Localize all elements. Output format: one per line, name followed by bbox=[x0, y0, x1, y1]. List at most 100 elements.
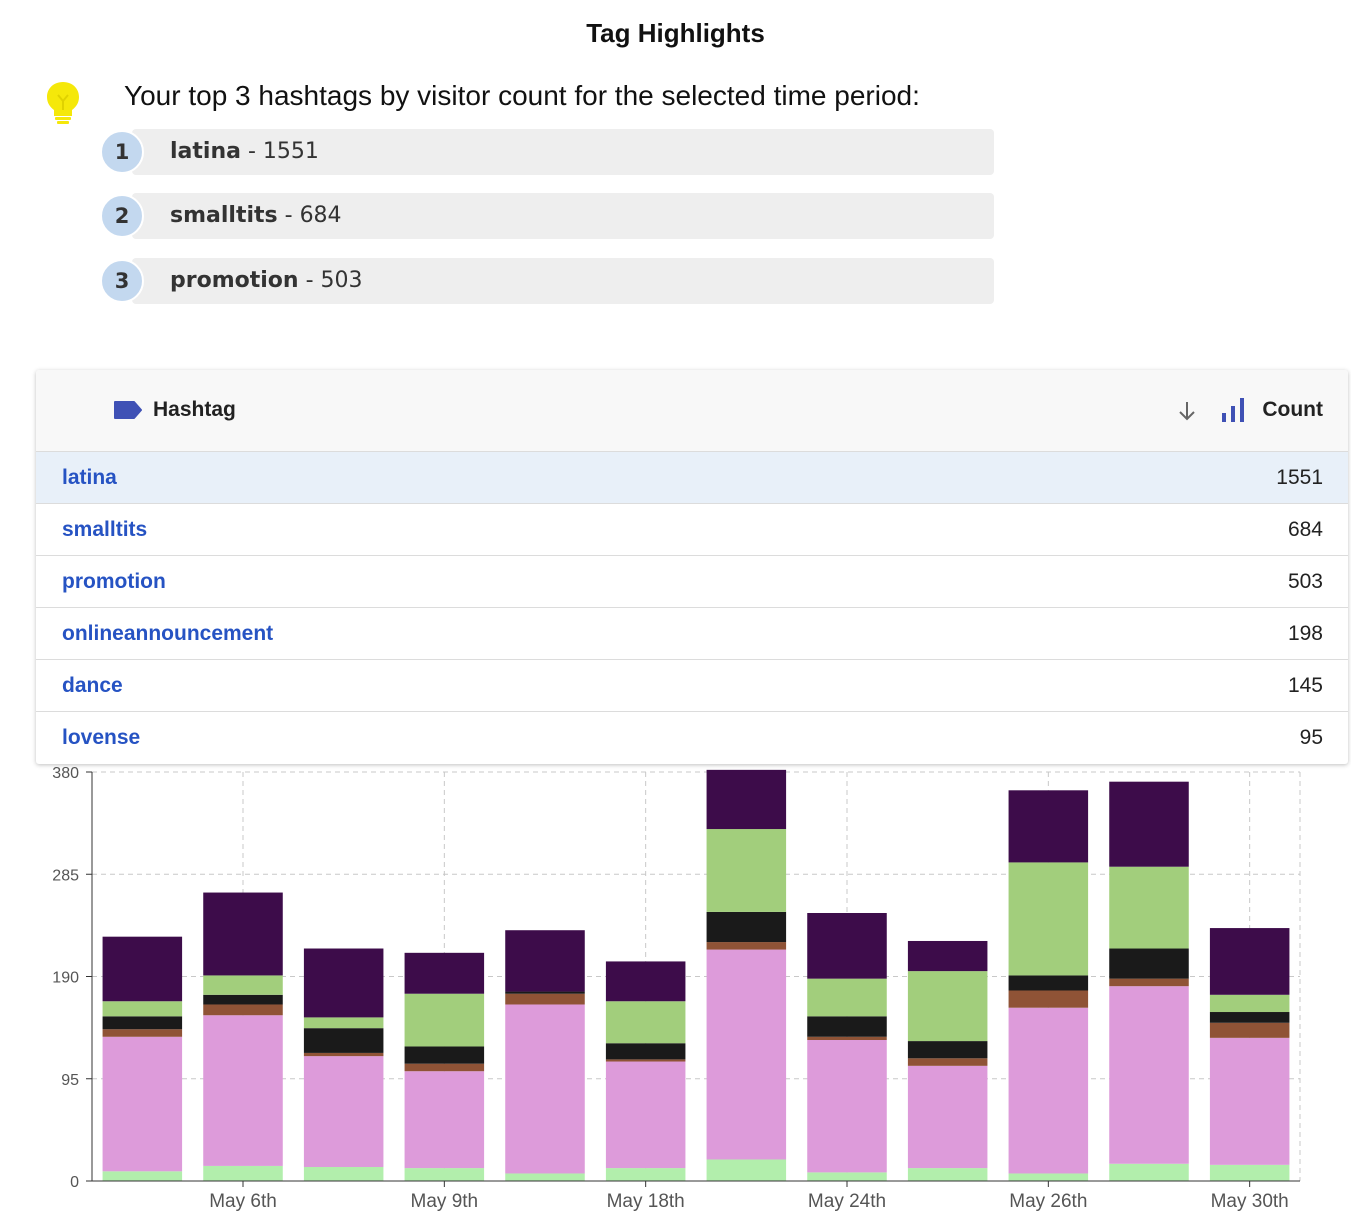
tag-icon bbox=[114, 401, 142, 419]
rank-text: smalltits - 684 bbox=[170, 203, 342, 228]
bar-segment bbox=[807, 1040, 887, 1173]
y-tick-label: 95 bbox=[61, 1072, 79, 1089]
bar-segment bbox=[807, 1036, 887, 1041]
top-hashtag-3: 3 promotion - 503 bbox=[100, 258, 994, 304]
bar-segment bbox=[1109, 978, 1189, 987]
bar-segment bbox=[605, 961, 686, 1002]
lightbulb-icon bbox=[47, 82, 79, 124]
bar-segment bbox=[1109, 781, 1189, 867]
rank-count: 684 bbox=[299, 203, 342, 228]
hashtag-count: 198 bbox=[1287, 622, 1323, 645]
rank-bar bbox=[132, 129, 994, 175]
rank-badge: 3 bbox=[100, 259, 144, 303]
rank-hashtag: promotion bbox=[170, 268, 299, 293]
bar-segment bbox=[1209, 1037, 1290, 1165]
bar-segment bbox=[807, 1172, 887, 1181]
bar-segment bbox=[102, 936, 183, 1002]
x-tick-label: May 18th bbox=[607, 1191, 685, 1212]
top-hashtag-1: 1 latina - 1551 bbox=[100, 129, 994, 175]
bar-segment bbox=[404, 1168, 485, 1181]
bar-segment bbox=[303, 948, 384, 1018]
rank-count: 503 bbox=[320, 268, 363, 293]
hashtag-table: Hashtag Count latina 1551 smalltits 684 … bbox=[36, 370, 1348, 764]
rank-hashtag: smalltits bbox=[170, 203, 278, 228]
bar-segment bbox=[605, 1168, 686, 1181]
bar-segment bbox=[706, 1159, 787, 1181]
bar-segment bbox=[907, 1058, 988, 1066]
bar-segment bbox=[303, 1052, 384, 1057]
table-row[interactable]: smalltits 684 bbox=[36, 504, 1348, 556]
bar-segment bbox=[907, 940, 988, 972]
table-row[interactable]: onlineannouncement 198 bbox=[36, 608, 1348, 660]
bar-segment bbox=[203, 1165, 283, 1181]
rank-bar bbox=[132, 193, 994, 239]
sort-descending-icon[interactable] bbox=[1176, 399, 1198, 423]
bar-segment bbox=[505, 993, 585, 1005]
stacked-bar-chart: 0 95 190 285 380 May 6th May 9th May 18th May 24… bbox=[52, 765, 1301, 1212]
bar-segment bbox=[1209, 1164, 1290, 1181]
page-title: Tag Highlights bbox=[586, 18, 765, 48]
bar-segment bbox=[706, 829, 787, 912]
rank-badge: 2 bbox=[100, 194, 144, 238]
bar-segment bbox=[1109, 948, 1189, 979]
hashtag-link[interactable]: onlineannouncement bbox=[62, 622, 274, 645]
hashtag-count: 1551 bbox=[1276, 466, 1323, 489]
bar-segment bbox=[1008, 862, 1089, 976]
bar-segment bbox=[303, 1167, 384, 1181]
bar-segment bbox=[1109, 986, 1189, 1164]
bar-segment bbox=[404, 993, 485, 1047]
bar-segment bbox=[203, 994, 283, 1005]
hashtag-link[interactable]: dance bbox=[62, 674, 123, 697]
hashtag-link[interactable]: lovense bbox=[62, 726, 141, 749]
hashtag-link[interactable]: promotion bbox=[62, 570, 166, 593]
bar-segment bbox=[807, 978, 887, 1017]
bar-segment bbox=[303, 1017, 384, 1029]
bar-segment bbox=[706, 949, 787, 1160]
bar-segment bbox=[605, 1001, 686, 1044]
table-row[interactable]: lovense 95 bbox=[36, 712, 1348, 763]
bar-segment bbox=[605, 1043, 686, 1060]
table-row[interactable]: dance 145 bbox=[36, 660, 1348, 712]
bar-segment bbox=[203, 1004, 283, 1016]
column-header-hashtag[interactable]: Hashtag bbox=[153, 398, 236, 421]
x-tick-label: May 26th bbox=[1009, 1191, 1087, 1212]
table-header: Hashtag Count bbox=[36, 370, 1348, 452]
bar-segment bbox=[807, 912, 887, 979]
bar-segment bbox=[907, 1065, 988, 1169]
hashtag-count: 95 bbox=[1299, 726, 1323, 749]
bar-segment bbox=[203, 1015, 283, 1166]
bar-segment bbox=[102, 1036, 183, 1172]
bar-segment bbox=[1209, 1012, 1290, 1023]
hashtag-link[interactable]: smalltits bbox=[62, 518, 148, 541]
bar-segment bbox=[1109, 1163, 1189, 1181]
y-tick-label: 285 bbox=[52, 867, 79, 884]
hashtag-link[interactable]: latina bbox=[62, 466, 117, 489]
bar-segment bbox=[605, 1059, 686, 1062]
rank-hashtag: latina bbox=[170, 139, 241, 164]
bar-chart-icon bbox=[1222, 398, 1244, 422]
bar-segment bbox=[404, 1071, 485, 1169]
bar-segment bbox=[1109, 866, 1189, 949]
bar-segment bbox=[1008, 1007, 1089, 1174]
table-row[interactable]: promotion 503 bbox=[36, 556, 1348, 608]
bar-segment bbox=[203, 892, 283, 976]
bar-segment bbox=[505, 1004, 585, 1174]
rank-count: 1551 bbox=[262, 139, 319, 164]
bar-segment bbox=[505, 1173, 585, 1181]
top-hashtags-intro: Your top 3 hashtags by visitor count for… bbox=[124, 80, 920, 111]
bar-segment bbox=[1209, 1022, 1290, 1038]
bar-segment bbox=[102, 1029, 183, 1037]
hashtag-count: 145 bbox=[1287, 674, 1323, 697]
bar-segment bbox=[102, 1001, 183, 1017]
y-tick-label: 190 bbox=[52, 970, 79, 987]
bar-segment bbox=[907, 1168, 988, 1181]
bar-segment bbox=[1008, 790, 1089, 863]
bar-segment bbox=[102, 1016, 183, 1030]
bar-segment bbox=[404, 1063, 485, 1072]
y-tick-label: 380 bbox=[52, 765, 79, 782]
column-header-count[interactable]: Count bbox=[1262, 398, 1323, 421]
top-hashtag-2: 2 smalltits - 684 bbox=[100, 193, 994, 239]
bar-segment bbox=[203, 975, 283, 995]
bar-segment bbox=[1008, 1173, 1089, 1181]
table-row[interactable]: latina 1551 bbox=[36, 452, 1348, 504]
